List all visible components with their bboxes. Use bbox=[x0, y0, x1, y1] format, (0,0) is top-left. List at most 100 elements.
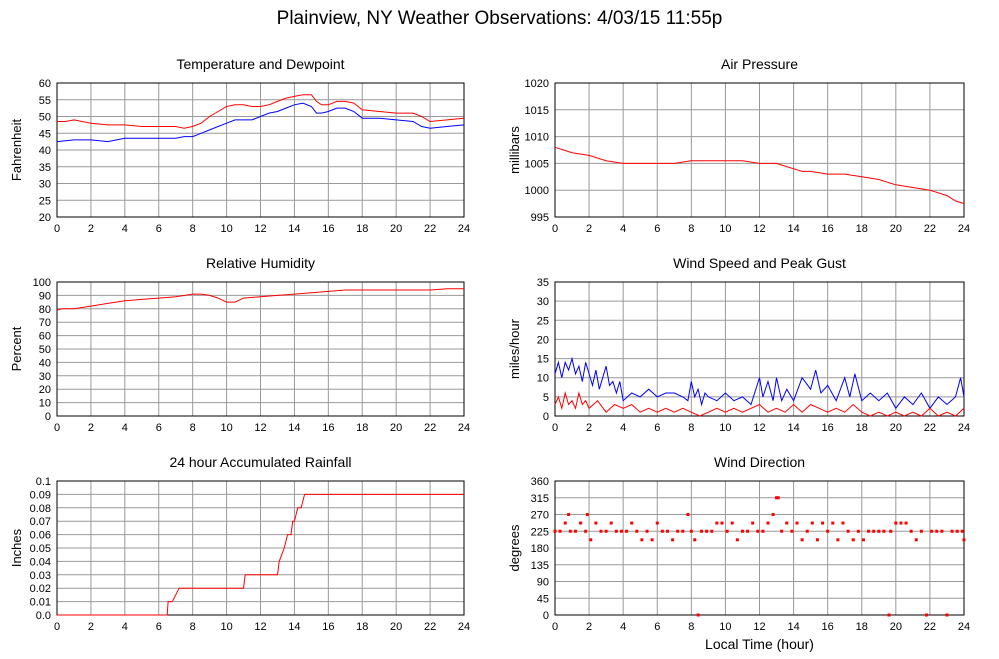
data-point bbox=[810, 521, 814, 525]
data-point bbox=[705, 529, 709, 533]
x-tick-label: 2 bbox=[88, 223, 94, 235]
x-tick-label: 24 bbox=[958, 621, 970, 633]
y-tick-label: 50 bbox=[39, 344, 51, 356]
x-tick-label: 10 bbox=[719, 223, 731, 235]
x-tick-label: 8 bbox=[190, 422, 196, 434]
data-point bbox=[914, 538, 918, 542]
data-point bbox=[909, 529, 913, 533]
data-point bbox=[609, 521, 613, 525]
x-tick-label: 0 bbox=[552, 621, 558, 633]
x-tick-label: 14 bbox=[787, 223, 799, 235]
data-point bbox=[746, 529, 750, 533]
x-tick-label: 20 bbox=[890, 422, 902, 434]
data-point bbox=[568, 529, 572, 533]
data-point bbox=[584, 529, 588, 533]
y-tick-label: 80 bbox=[39, 304, 51, 316]
data-point bbox=[665, 529, 669, 533]
data-point bbox=[710, 529, 714, 533]
data-point bbox=[785, 521, 789, 525]
x-tick-label: 4 bbox=[620, 422, 626, 434]
data-point bbox=[660, 529, 664, 533]
y-axis-label: millibars bbox=[507, 126, 522, 174]
x-tick-label: 4 bbox=[122, 223, 128, 235]
data-point bbox=[573, 529, 577, 533]
data-point bbox=[635, 529, 639, 533]
y-tick-label: 0.06 bbox=[30, 530, 51, 542]
y-tick-label: 995 bbox=[531, 212, 549, 224]
y-axis-label: miles/hour bbox=[507, 318, 522, 379]
data-point bbox=[725, 529, 729, 533]
x-tick-label: 18 bbox=[356, 223, 368, 235]
data-point bbox=[766, 521, 770, 525]
x-tick-label: 2 bbox=[586, 422, 592, 434]
x-tick-label: 0 bbox=[54, 422, 60, 434]
plot-frame bbox=[56, 281, 465, 417]
data-point bbox=[645, 529, 649, 533]
data-point bbox=[950, 529, 954, 533]
x-tick-label: 6 bbox=[156, 223, 162, 235]
data-point bbox=[775, 496, 779, 500]
y-axis-label: Fahrenheit bbox=[9, 119, 24, 182]
data-point bbox=[715, 521, 719, 525]
x-tick-label: 4 bbox=[122, 621, 128, 633]
x-tick-label: 22 bbox=[924, 621, 936, 633]
x-tick-label: 8 bbox=[190, 621, 196, 633]
data-point bbox=[676, 529, 680, 533]
x-tick-label: 12 bbox=[254, 223, 266, 235]
x-tick-label: 24 bbox=[458, 223, 470, 235]
x-tick-label: 24 bbox=[458, 422, 470, 434]
data-point bbox=[599, 529, 603, 533]
data-point bbox=[945, 613, 949, 617]
x-tick-label: 10 bbox=[719, 422, 731, 434]
data-point bbox=[962, 538, 966, 542]
series-line bbox=[56, 102, 465, 143]
data-point bbox=[696, 613, 700, 617]
x-tick-label: 0 bbox=[54, 621, 60, 633]
data-point bbox=[776, 496, 780, 500]
x-tick-label: 16 bbox=[822, 422, 834, 434]
y-tick-label: 0.07 bbox=[30, 516, 51, 528]
data-point bbox=[904, 521, 908, 525]
y-tick-label: 40 bbox=[39, 357, 51, 369]
chart-title: 24 hour Accumulated Rainfall bbox=[169, 454, 351, 470]
y-tick-label: 15 bbox=[537, 354, 549, 366]
x-tick-label: 14 bbox=[288, 223, 300, 235]
y-tick-label: 135 bbox=[531, 560, 549, 572]
y-axis-label: Inches bbox=[9, 528, 24, 567]
x-tick-label: 6 bbox=[654, 223, 660, 235]
x-tick-label: 20 bbox=[390, 223, 402, 235]
y-tick-label: 35 bbox=[537, 277, 549, 289]
y-tick-label: 30 bbox=[39, 179, 51, 191]
x-tick-label: 2 bbox=[586, 621, 592, 633]
x-tick-label: 24 bbox=[958, 223, 970, 235]
x-tick-label: 18 bbox=[356, 422, 368, 434]
x-tick-label: 4 bbox=[620, 223, 626, 235]
plot-frame bbox=[554, 480, 965, 616]
data-point bbox=[589, 538, 593, 542]
y-tick-label: 1000 bbox=[525, 185, 549, 197]
y-tick-label: 0.08 bbox=[30, 503, 51, 515]
x-tick-label: 2 bbox=[586, 223, 592, 235]
data-point bbox=[887, 613, 891, 617]
data-point bbox=[841, 521, 845, 525]
x-tick-label: 0 bbox=[552, 223, 558, 235]
page-title: Plainview, NY Weather Observations: 4/03… bbox=[276, 8, 723, 29]
y-tick-label: 0.01 bbox=[30, 597, 51, 609]
data-point bbox=[655, 521, 659, 525]
x-tick-label: 22 bbox=[424, 621, 436, 633]
series-line bbox=[56, 288, 464, 311]
plot-frame bbox=[554, 281, 965, 417]
y-tick-label: 0 bbox=[45, 411, 51, 423]
x-tick-label: 6 bbox=[156, 422, 162, 434]
data-point bbox=[805, 529, 809, 533]
data-point bbox=[579, 521, 583, 525]
y-tick-label: 0.04 bbox=[30, 556, 51, 568]
x-tick-label: 8 bbox=[688, 422, 694, 434]
y-tick-label: 1020 bbox=[525, 78, 549, 90]
x-tick-label: 18 bbox=[856, 422, 868, 434]
x-tick-label: 0 bbox=[552, 422, 558, 434]
